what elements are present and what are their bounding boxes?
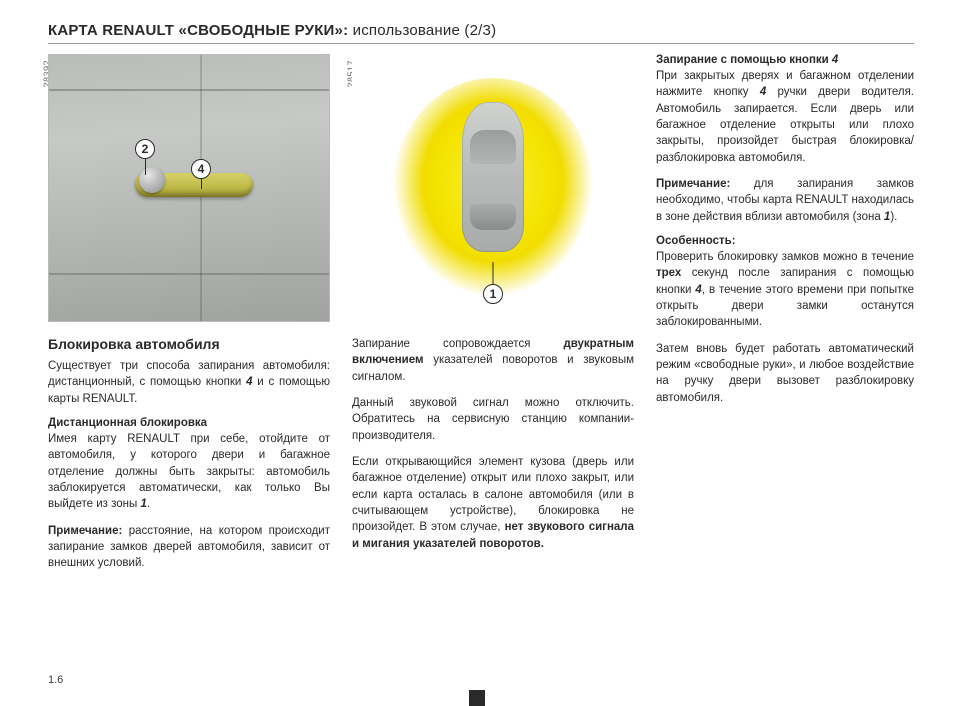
ref-4: 4 (832, 54, 838, 66)
column-3: Запирание с помощью кнопки 4 При закрыты… (656, 54, 914, 582)
page-tab-marker (469, 690, 485, 706)
text: . (147, 498, 150, 510)
text: Запирание сопровождается (352, 338, 563, 350)
bold-text: трех (656, 267, 681, 279)
figure-1: 28392 2 4 (48, 54, 330, 322)
col1-h2: Дистанционная блокировка (48, 417, 330, 429)
col3-p3: Проверить блокировку замков можно в тече… (656, 249, 914, 331)
callout-leader (493, 262, 494, 284)
page-title: КАРТА RENAULT «СВОБОДНЫЕ РУКИ»: использо… (48, 22, 914, 39)
col3-p1: При закрытых дверях и багажном отделении… (656, 68, 914, 166)
callout-2: 2 (135, 139, 155, 159)
col3-p2: Примечание: для запирания замков необход… (656, 176, 914, 225)
col3-h2: Особенность: (656, 235, 914, 247)
text: Проверить блокировку замков можно в тече… (656, 251, 914, 263)
title-counter: (2/3) (464, 22, 496, 39)
title-sub: использование (353, 22, 460, 39)
text: ). (890, 211, 897, 223)
callout-4: 4 (191, 159, 211, 179)
door-handle-knob (139, 167, 165, 193)
col2-p1: Запирание сопровождается двукратным вклю… (352, 336, 634, 385)
note-label: Примечание: (656, 178, 730, 190)
door-seam (49, 89, 329, 91)
col1-p3: Примечание: расстояние, на котором проис… (48, 523, 330, 572)
door-seam (49, 273, 329, 275)
col3-h1: Запирание с помощью кнопки 4 (656, 54, 914, 66)
callout-leader (145, 159, 146, 175)
col3-p4: Затем вновь будет работать автоматически… (656, 341, 914, 406)
col2-p2: Данный звуковой сигнал можно отключить. … (352, 395, 634, 444)
car-top-view (462, 102, 524, 252)
figure-2-frame: 1 (352, 54, 634, 322)
col1-p2: Имея карту RENAULT при себе, отойдите от… (48, 431, 330, 513)
manual-page: КАРТА RENAULT «СВОБОДНЫЕ РУКИ»: использо… (0, 0, 954, 582)
col2-p3: Если открывающийся элемент кузова (дверь… (352, 454, 634, 552)
text: Имея карту RENAULT при себе, отойдите от… (48, 433, 330, 510)
callout-leader (201, 179, 202, 189)
column-2: 28517 1 Запирание сопровождается двукрат… (352, 54, 634, 582)
callout-1: 1 (483, 284, 503, 304)
content-columns: 28392 2 4 Блокировка автомобиля Существу… (48, 54, 914, 582)
column-1: 28392 2 4 Блокировка автомобиля Существу… (48, 54, 330, 582)
text: Запирание с помощью кнопки (656, 54, 832, 66)
note-label: Примечание: (48, 525, 122, 537)
col1-heading: Блокировка автомобиля (48, 336, 330, 352)
figure-2: 28517 1 (352, 54, 634, 322)
title-rule (48, 43, 914, 44)
figure-1-frame: 2 4 (48, 54, 330, 322)
title-main: КАРТА RENAULT «СВОБОДНЫЕ РУКИ»: (48, 22, 348, 39)
col1-p1: Существует три способа запирания автомоб… (48, 358, 330, 407)
page-number: 1.6 (48, 674, 63, 686)
